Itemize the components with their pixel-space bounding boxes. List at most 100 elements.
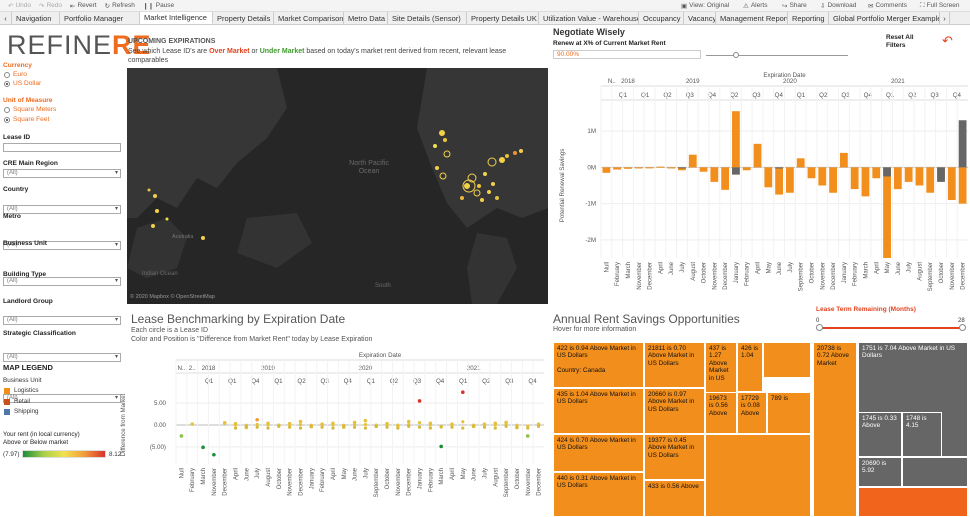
tab-reporting[interactable]: Reporting [788,12,829,24]
landlord-select[interactable]: (All) [3,353,121,362]
reset-icon[interactable]: ↶ [942,33,953,48]
fullscreen-button[interactable]: ⛶ Full Screen [920,2,959,10]
metro-select[interactable]: (All) [3,241,121,250]
tab-market-comparison[interactable]: Market Comparison [274,12,344,24]
treemap-cell-group[interactable] [705,434,811,517]
currency-option-euro[interactable]: Euro [4,71,27,78]
treemap-cell[interactable]: 426 is 1.04 [737,342,763,392]
renew-percent-input[interactable]: 90.00% [553,50,701,59]
bench-month-label: May [461,468,467,479]
bench-point [179,434,184,438]
tab-portfolio-manager[interactable]: Portfolio Manager [60,12,140,24]
currency-usd-label: US Dollar [13,80,42,87]
treemap-cell[interactable]: 422 is 0.94 Above Market in US Dollars C… [553,342,644,388]
tab-scroll-right[interactable]: › [940,12,950,24]
bench-point [536,424,541,428]
treemap-cell[interactable]: 435 is 1.04 Above Market in US Dollars [553,388,644,434]
currency-option-usd[interactable]: US Dollar [4,80,41,87]
strategic-select[interactable]: (All) [3,394,121,403]
tab-property-details[interactable]: Property Details [213,12,274,24]
treemap-cell[interactable]: 17729 is 0.08 Above [737,392,767,434]
unit-option-sqft[interactable]: Square Feet [4,116,49,123]
lease-term-thumb-min[interactable] [816,324,823,331]
tab-property-details-uk[interactable]: Property Details UK [467,12,539,24]
building-type-select[interactable]: (All) [3,316,121,325]
treemap-cell[interactable]: 1745 is 0.33 Above [858,412,902,457]
tab-navigation[interactable]: Navigation [12,12,60,24]
view-original-button[interactable]: ▣ View: Original [681,2,729,10]
treemap-cell[interactable]: 20660 is 0.97 Above Market in US Dollars [644,388,705,434]
savings-bar [893,167,902,190]
treemap-cell[interactable]: 19377 is 0.45 Above Market in US Dollars [644,434,705,480]
bench-month-label: February [190,468,196,492]
tab-vacancy[interactable]: Vacancy [684,12,716,24]
savings-year-label: 2021 [891,78,905,85]
lease-id-input[interactable] [3,143,121,152]
download-button[interactable]: ⇩ Download [820,2,856,10]
bench-month-label: December [407,468,413,496]
treemap-cell-label: 433 is 0.56 Above [648,483,699,490]
bench-point [331,423,335,427]
revert-button[interactable]: ⇤ Revert [70,2,97,10]
savings-bar [645,167,654,169]
map-dots [147,130,523,240]
tab-site-details-sensor[interactable]: Site Details (Sensor) [388,12,467,24]
savings-bar [624,167,632,169]
lease-term-thumb-max[interactable] [959,324,966,331]
country-select[interactable]: (All) [3,205,121,214]
reset-all-filters[interactable]: Reset All Filters [886,34,914,49]
alerts-button[interactable]: ⚠ Alerts [743,2,767,10]
tab-metro-data[interactable]: Metro Data [344,12,388,24]
bench-point [417,420,422,425]
savings-bar [796,158,805,168]
pause-button[interactable]: ❙❙ Pause [143,2,174,10]
share-button[interactable]: ↪ Share [782,2,807,10]
treemap-cell[interactable]: 424 is 0.70 Above Market in US Dollars [553,434,644,472]
bench-month-label: January [418,468,424,489]
tab-management-report[interactable]: Management Report [716,12,788,24]
redo-button[interactable]: ↷ Redo [39,2,62,10]
treemap-cell[interactable]: 20738 is 0.72 Above Market [813,342,857,517]
lease-term-slider-track[interactable] [819,327,962,329]
bench-point [363,418,368,423]
bench-ytick-label: (5.00) [150,444,166,451]
treemap-cell[interactable] [858,487,968,517]
treemap-cell-label: 424 is 0.70 Above Market in US Dollars [557,437,636,452]
tab-utilization-value[interactable]: Utilization Value - Warehouse [539,12,639,24]
treemap-cell[interactable]: 440 is 0.31 Above Market in US Dollars [553,472,644,517]
bench-month-label: June [472,467,478,481]
unit-option-sqm[interactable]: Square Meters [4,106,56,113]
tab-bar: ‹ Navigation Portfolio Manager Market In… [0,12,970,25]
renew-slider-track[interactable] [706,55,848,56]
savings-month-label: March [863,262,869,279]
legend-label: Retail [14,398,31,405]
treemap-cell[interactable]: 789 is [767,392,811,434]
treemap-cell[interactable]: 21811 is 0.70 Above Market in US Dollars [644,342,705,388]
tab-occupancy[interactable]: Occupancy [639,12,684,24]
tab-global-portfolio-merger[interactable]: Global Portfolio Merger Example [829,12,940,24]
treemap-cell[interactable]: 20690 is 5.92 [858,457,902,487]
legend-swatch [4,408,10,415]
bench-month-label: April [234,468,240,480]
comments-button[interactable]: ✉ Comments [868,2,907,10]
bench-year-label: 2021 [467,365,481,372]
treemap-cell[interactable]: 19673 is 0.56 Above [705,392,737,434]
landlord-label: Landlord Group [3,298,53,305]
business-unit-select[interactable]: (All) [3,277,121,286]
legend-label: Shipping [14,408,39,415]
treemap-cell[interactable] [902,457,968,487]
treemap-cell[interactable]: 1748 is 4.15 [902,412,942,457]
expirations-map[interactable]: North Pacific Ocean Indian Ocean South A… [127,68,548,304]
savings-bar [710,167,719,182]
refresh-button[interactable]: ↻ Refresh [105,2,135,10]
bench-point [482,423,487,427]
tab-scroll-left[interactable]: ‹ [0,12,12,24]
undo-button[interactable]: ↶ Undo [8,2,31,10]
cre-region-select[interactable]: (All) [3,169,121,178]
treemap-cell[interactable]: 433 is 0.56 Above [644,480,705,517]
savings-bar [915,167,924,186]
bench-month-label: October [515,468,521,489]
treemap-cell[interactable] [763,342,811,378]
renew-slider-thumb[interactable] [733,52,739,58]
tab-market-intelligence[interactable]: Market Intelligence [140,12,213,24]
